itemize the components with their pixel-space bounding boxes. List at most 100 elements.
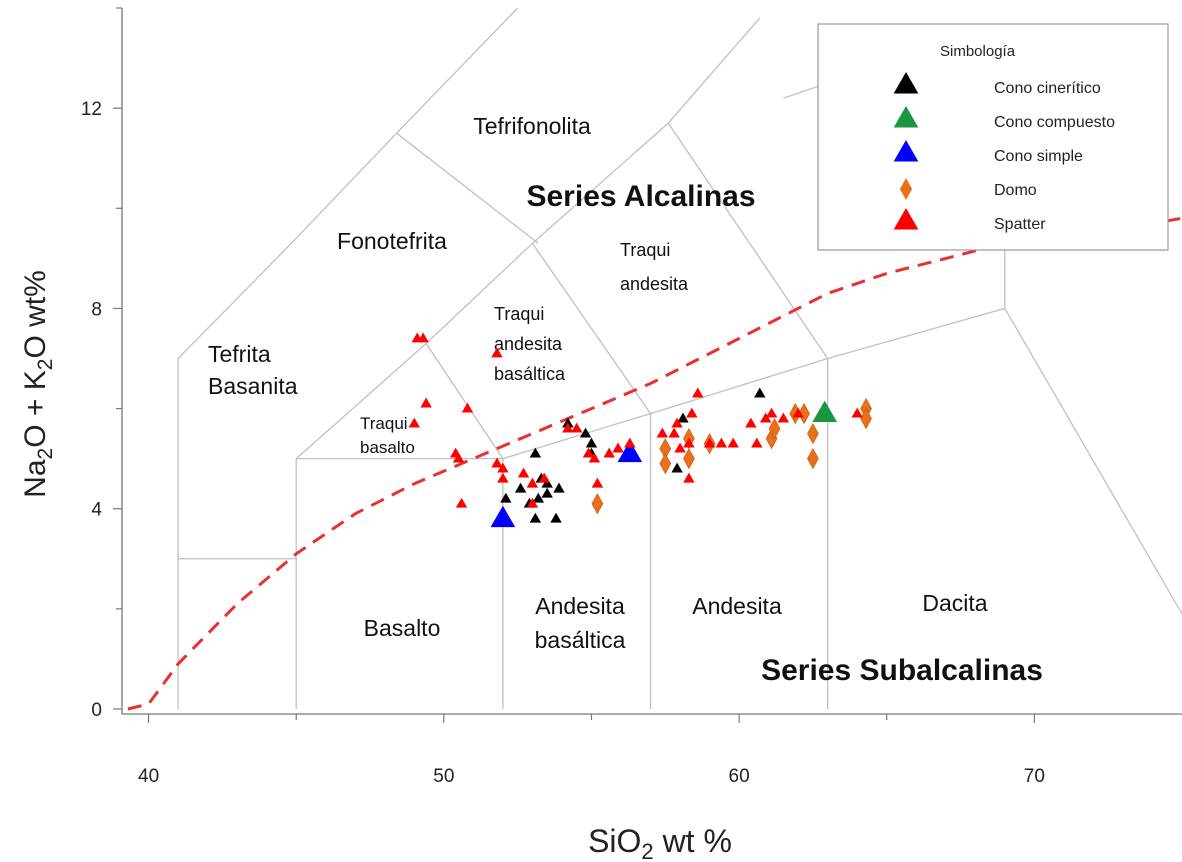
y-axis-title-p2: O + K	[19, 370, 52, 448]
point-domo	[807, 448, 819, 470]
point-spatter	[683, 472, 695, 483]
field-boundary-line	[295, 132, 398, 239]
axis-ticks: 40 50 60 70 0 4 8 12	[81, 7, 1045, 787]
legend-marker	[893, 72, 919, 94]
point-spatter	[497, 472, 509, 483]
y-axis-title: Na2O + K2O wt%	[19, 270, 57, 498]
point-cono-cineritico	[677, 412, 689, 423]
y-axis-title-s2: 2	[34, 359, 57, 371]
field-label-tefrifonolita: Tefrifonolita	[473, 113, 591, 139]
field-boundary-line	[667, 122, 829, 359]
point-spatter	[671, 417, 683, 428]
point-spatter	[588, 452, 601, 463]
point-domo	[807, 422, 819, 445]
field-boundary-line	[531, 122, 669, 244]
legend-marker	[893, 140, 919, 162]
point-spatter	[491, 347, 503, 358]
x-tick-label: 60	[729, 766, 750, 787]
legend-label: Spatter	[994, 216, 1046, 233]
point-spatter	[571, 422, 583, 433]
point-cono-simple	[490, 505, 516, 528]
y-tick-label: 4	[91, 500, 102, 521]
plot-frame	[121, 8, 1182, 715]
legend-marker	[893, 106, 919, 128]
point-spatter	[777, 412, 790, 423]
field-label-tefrita: Tefrita	[208, 341, 271, 367]
y-axis-title-s1: 2	[34, 448, 57, 460]
point-cono-cineritico	[529, 447, 542, 458]
field-boundary-line	[396, 7, 519, 134]
point-spatter	[751, 437, 763, 448]
point-spatter	[538, 472, 550, 483]
point-spatter	[417, 332, 429, 343]
point-cono-cineritico	[529, 512, 542, 523]
point-spatter	[624, 437, 636, 448]
point-spatter	[765, 407, 778, 418]
x-axis-title-tail: wt %	[654, 823, 732, 859]
field-boundary-line	[667, 17, 761, 124]
point-domo	[591, 493, 604, 515]
y-tick-label: 12	[81, 99, 102, 120]
point-spatter	[517, 467, 530, 478]
field-label-andesita-basaltica-2: basáltica	[535, 627, 626, 653]
y-tick-label: 8	[91, 299, 102, 320]
field-label-fonotefrita: Fonotefrita	[337, 228, 447, 254]
point-spatter	[792, 407, 804, 418]
x-tick-label: 40	[138, 766, 159, 787]
field-boundary-line	[295, 342, 427, 460]
legend-entries: Cono cinerítico Cono compuesto Cono simple…	[893, 72, 1115, 233]
legend: Simbología Cono cinerítico Cono compuesto…	[817, 23, 1169, 251]
legend-label: Domo	[994, 182, 1037, 199]
point-spatter	[851, 407, 863, 418]
point-domo	[683, 448, 695, 470]
field-label-dacita: Dacita	[922, 590, 987, 616]
point-cono-cineritico	[562, 417, 574, 428]
legend-marker	[899, 178, 913, 200]
point-spatter	[715, 437, 728, 448]
point-spatter	[526, 477, 539, 488]
field-boundary-line	[425, 343, 504, 459]
field-label-basanita: Basanita	[208, 373, 298, 399]
field-boundary-line	[177, 237, 297, 359]
point-domo	[798, 402, 810, 425]
series-label-alcalinas: Series Alcalinas	[526, 180, 755, 213]
field-label-tab-1: Traqui	[494, 304, 544, 324]
point-cono-cineritico	[500, 492, 512, 503]
point-spatter	[591, 477, 604, 488]
point-spatter	[703, 437, 716, 448]
legend-box	[817, 23, 1169, 251]
field-label-traqui-basalto-1: Traqui	[360, 414, 408, 433]
point-spatter	[668, 427, 680, 438]
legend-title: Simbología	[940, 43, 1016, 60]
y-axis-title-p3: O wt%	[19, 270, 52, 358]
legend-marker	[893, 208, 919, 230]
field-boundary-line	[650, 357, 828, 415]
point-spatter	[612, 442, 624, 453]
field-label-traqui-andesita-1: Traqui	[620, 240, 670, 260]
point-spatter	[692, 387, 704, 398]
point-spatter	[674, 442, 686, 453]
field-label-traqui-basalto-2: basalto	[360, 438, 415, 457]
field-label-andesita-basaltica-1: Andesita	[535, 593, 625, 619]
data-points	[408, 332, 872, 528]
x-tick-label: 50	[433, 766, 454, 787]
point-cono-cineritico	[671, 462, 683, 473]
x-axis-title-sub: 2	[641, 839, 653, 862]
field-boundaries	[177, 7, 1182, 709]
point-spatter	[461, 402, 474, 413]
field-boundary-line	[396, 132, 539, 244]
field-label-tab-3: basáltica	[494, 364, 566, 384]
point-domo	[860, 407, 872, 430]
legend-label: Cono simple	[994, 148, 1083, 165]
point-cono-cineritico	[541, 487, 553, 498]
point-cono-cineritico	[541, 477, 553, 488]
series-label-subalcalinas: Series Subalcalinas	[761, 654, 1043, 687]
point-cono-simple	[617, 440, 643, 463]
field-label-andesita: Andesita	[692, 593, 782, 619]
x-tick-label: 70	[1024, 766, 1045, 787]
point-spatter	[759, 412, 772, 423]
legend-label: Cono compuesto	[994, 114, 1115, 131]
point-spatter	[683, 437, 695, 448]
point-cono-cineritico	[553, 482, 565, 493]
